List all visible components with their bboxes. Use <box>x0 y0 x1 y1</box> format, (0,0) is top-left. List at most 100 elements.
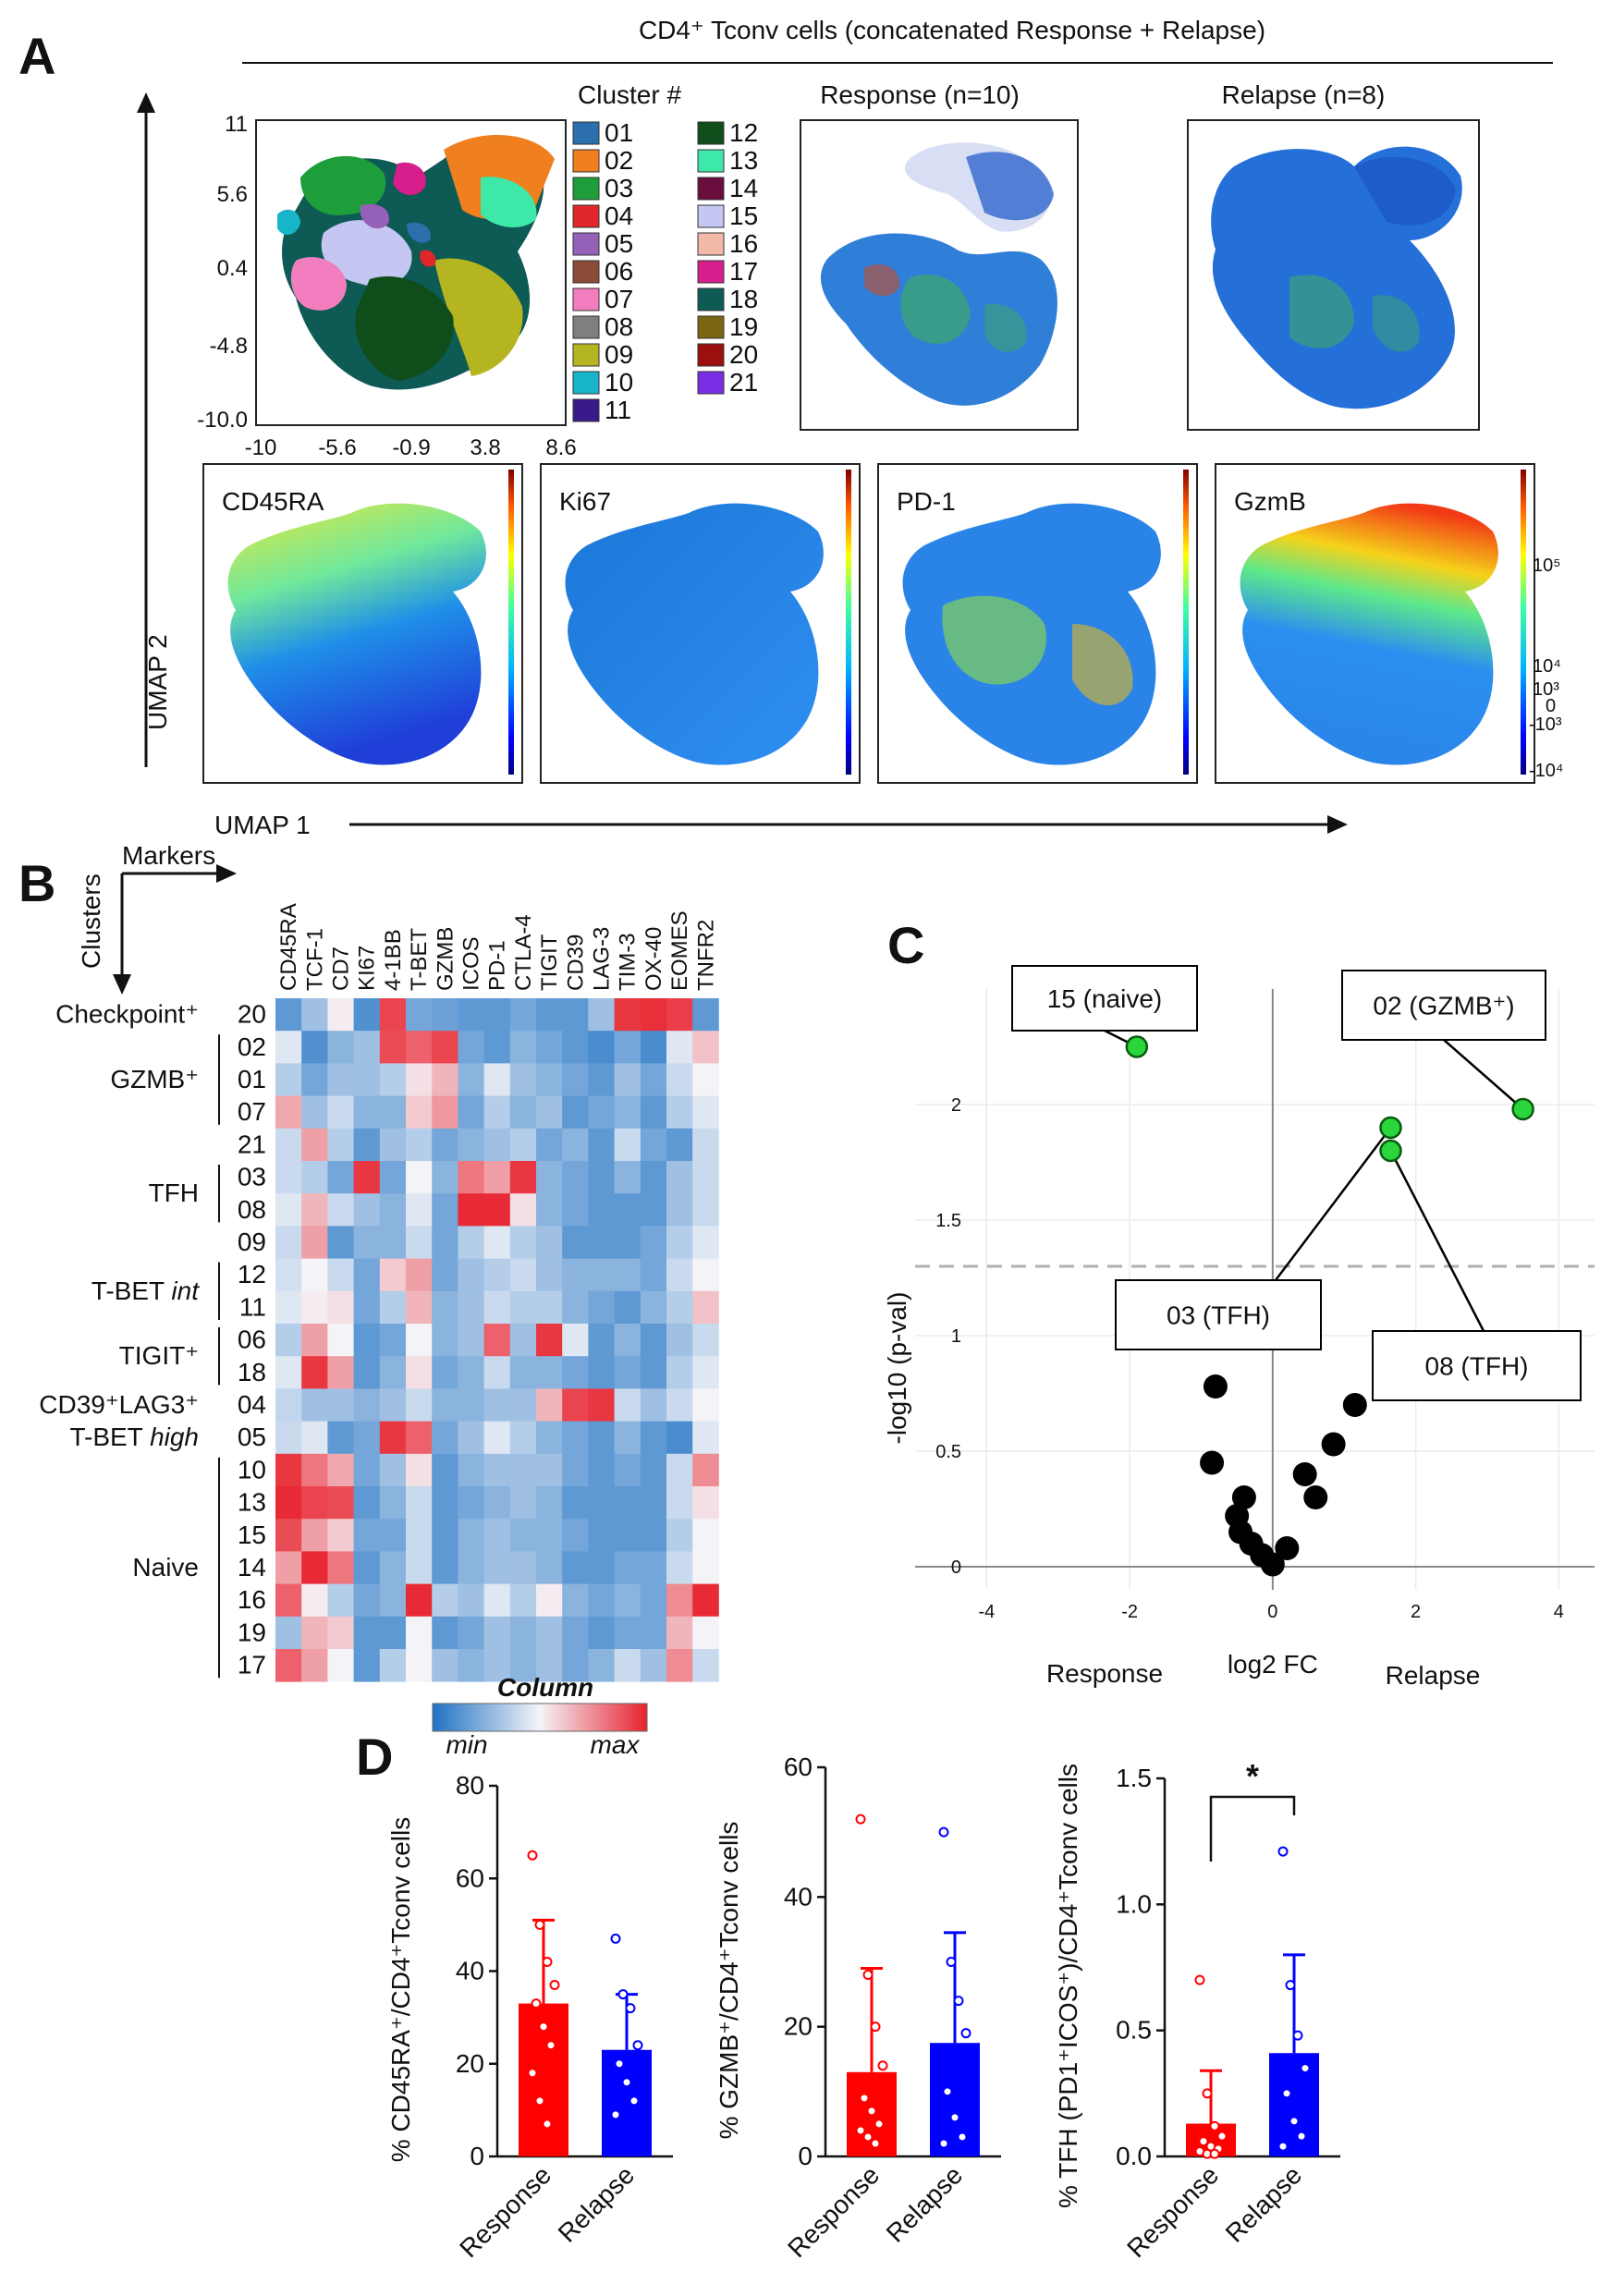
heatmap-cell <box>458 1388 484 1422</box>
heatmap-cell <box>458 1356 484 1389</box>
heatmap-cell <box>406 1161 433 1194</box>
heatmap-cell <box>379 1519 407 1552</box>
heatmap-cell <box>666 1453 693 1487</box>
heatmap-cell <box>483 998 511 1032</box>
heatmap-cell <box>562 1649 589 1682</box>
label-leader <box>1275 1127 1392 1281</box>
heatmap-cell <box>301 1258 328 1292</box>
heatmap-cell <box>458 1519 484 1552</box>
heatmap-cell <box>379 1551 407 1584</box>
heatmap-cell <box>640 1486 667 1520</box>
data-point <box>949 2112 960 2123</box>
heatmap-cell <box>458 1226 484 1259</box>
heatmap-cell <box>406 1583 433 1618</box>
heatmap-cell <box>588 1226 615 1259</box>
heatmap-cell <box>432 1649 458 1682</box>
heatmap-cell <box>301 1551 328 1584</box>
heatmap-cell <box>614 1356 642 1389</box>
heatmap-cell <box>692 1226 719 1259</box>
heatmap-cell <box>614 1095 642 1130</box>
cluster-group-label: T-BET int <box>92 1276 200 1305</box>
x-tick-label: 4 <box>1554 1602 1564 1622</box>
category-label: Response <box>1121 2160 1224 2263</box>
heatmap-cell <box>327 1193 354 1227</box>
heatmap-cell <box>509 1031 537 1064</box>
highlight-label: 02 (GZMB⁺) <box>1373 992 1514 1020</box>
category-label: Relapse <box>881 2160 969 2248</box>
umap-axes: UMAP 2 UMAP 1 <box>137 92 1348 839</box>
heatmap-cell <box>327 1421 354 1455</box>
heatmap-cell <box>640 1290 667 1325</box>
data-point <box>1198 2136 1209 2147</box>
marker-label: GzmB <box>1234 487 1306 516</box>
heatmap-cell <box>458 1551 484 1584</box>
panel-a-title: CD4⁺ Tconv cells (concatenated Response … <box>639 16 1265 44</box>
heatmap-cell <box>536 1388 563 1422</box>
heatmap-cell <box>562 1031 589 1064</box>
ytick: -10.0 <box>197 408 248 433</box>
y-tick-label: 0.5 <box>935 1442 961 1462</box>
volcano-point <box>1303 1485 1328 1509</box>
scale-label: 10³ <box>1533 679 1559 700</box>
relapse-umap <box>1187 119 1480 431</box>
label-box <box>1341 970 1546 1041</box>
heatmap-cell <box>275 1290 302 1325</box>
heatmap-cell <box>275 1453 302 1487</box>
heatmap-cell <box>406 1388 433 1422</box>
highlight-label: 08 (TFH) <box>1425 1352 1529 1381</box>
highlighted-point <box>1511 1097 1534 1121</box>
marker-column-label: CD39 <box>563 934 588 991</box>
highlighted-point <box>1125 1035 1149 1058</box>
heatmap-cell <box>614 998 642 1032</box>
heatmap-cell <box>692 1063 719 1096</box>
heatmap-cell <box>588 1290 615 1325</box>
marker-column-label: TNFR2 <box>693 920 718 991</box>
colorbar-max: max <box>591 1730 641 1759</box>
heatmap-cell <box>562 1356 589 1389</box>
heatmap-cell <box>483 1616 511 1650</box>
data-point <box>534 1919 545 1930</box>
heatmap-cell <box>588 1388 615 1422</box>
heatmap-cell <box>614 1161 642 1194</box>
data-point <box>617 1989 629 2000</box>
data-point <box>610 2109 621 2120</box>
data-point <box>545 2040 556 2051</box>
marker-label: PD-1 <box>897 487 956 516</box>
heatmap-cell <box>275 1095 302 1130</box>
heatmap-cell <box>483 1356 511 1389</box>
cluster-label: 17 <box>729 257 758 286</box>
heatmap-cell <box>483 1290 511 1325</box>
marker-column-label: 4-1BB <box>381 929 406 991</box>
colorbar-title: Column <box>497 1673 593 1702</box>
cluster-row-label: 01 <box>238 1065 266 1093</box>
heatmap-cell <box>640 1063 667 1096</box>
y-tick-label: 0 <box>951 1557 961 1578</box>
heatmap-cell <box>275 1649 302 1682</box>
y-tick-label: 40 <box>456 1957 484 1985</box>
marker-column-label: CD7 <box>329 946 354 991</box>
heatmap-cell <box>588 1616 615 1650</box>
data-point <box>957 2131 968 2143</box>
heatmap-cell <box>640 1356 667 1389</box>
marker-column-label: OX-40 <box>642 927 666 991</box>
heatmap-cell <box>614 1421 642 1455</box>
data-point <box>877 2060 888 2071</box>
marker-umap-gzmb: GzmB <box>1215 463 1535 784</box>
cluster-label: 01 <box>605 118 633 147</box>
heatmap-cell <box>692 1583 719 1618</box>
heatmap-cell <box>666 1356 693 1389</box>
marker-column-label: T-BET <box>407 928 432 991</box>
heatmap-cell <box>509 1128 537 1162</box>
heatmap-cell <box>483 1388 511 1422</box>
heatmap-cell <box>614 1128 642 1162</box>
cluster-label: 15 <box>729 202 758 230</box>
data-point <box>1300 2063 1311 2074</box>
heatmap-cell <box>458 1031 484 1064</box>
heatmap-cell <box>432 1258 458 1292</box>
heatmap-cell <box>588 1095 615 1130</box>
heatmap-cell <box>588 1583 615 1618</box>
marker-column-label: LAG-3 <box>590 927 615 991</box>
marker-column-label: TCF-1 <box>302 928 327 991</box>
heatmap-cell <box>483 1258 511 1292</box>
